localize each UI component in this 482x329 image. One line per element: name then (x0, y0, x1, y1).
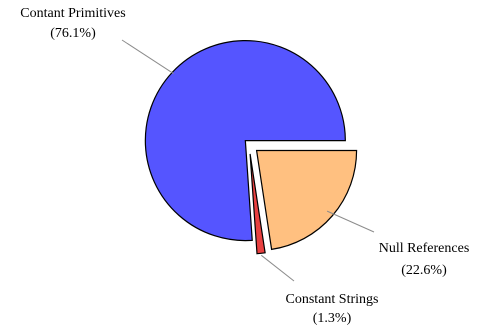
slice-null-references (255, 149, 358, 251)
label-constant-strings-name: Constant Strings (286, 292, 379, 307)
label-contant-primitives-percent: (76.1%) (50, 26, 96, 41)
slices (144, 39, 358, 255)
leader-line-constant-strings (260, 254, 295, 282)
label-constant-strings-percent: (1.3%) (313, 311, 352, 326)
leader-lines (121, 39, 375, 282)
label-contant-primitives: Contant Primitives (76.1%) (20, 6, 125, 41)
slice-constant-strings (249, 153, 266, 255)
label-contant-primitives-name: Contant Primitives (20, 6, 125, 21)
label-null-references-name: Null References (379, 241, 470, 256)
leader-line-contant-primitives (121, 39, 174, 75)
leader-line-null-references (326, 210, 375, 233)
label-null-references: Null References (22.6%) (379, 241, 470, 278)
label-null-references-percent: (22.6%) (401, 263, 447, 278)
label-constant-strings: Constant Strings (1.3%) (286, 292, 379, 326)
